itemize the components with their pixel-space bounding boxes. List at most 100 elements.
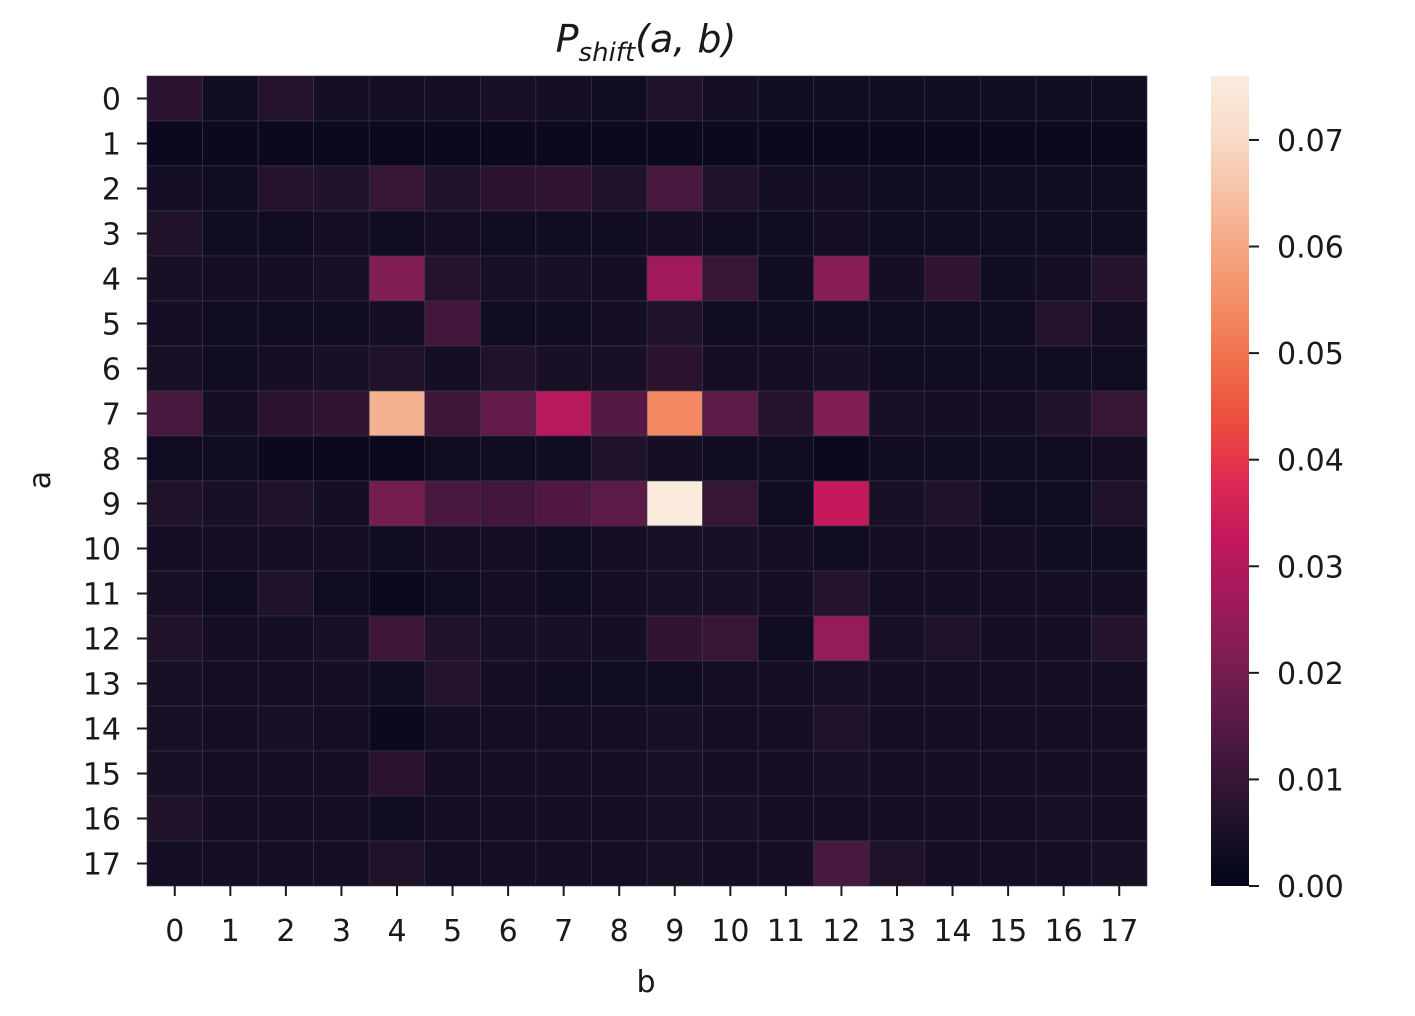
heatmap-cell [702, 435, 759, 482]
heatmap-cell [702, 660, 759, 707]
heatmap-cell [313, 480, 370, 527]
heatmap-cell [980, 570, 1037, 617]
heatmap-cell [368, 390, 426, 437]
heatmap-cell [591, 75, 648, 122]
heatmap-cell [146, 840, 203, 887]
heatmap-cell [980, 255, 1037, 302]
heatmap-cell [535, 300, 592, 347]
heatmap-cell [1035, 300, 1092, 347]
heatmap-cell [924, 660, 981, 707]
heatmap-cell [813, 660, 870, 707]
heatmap-cell [368, 705, 426, 752]
heatmap-cell [868, 615, 926, 662]
heatmap-cell [368, 570, 426, 617]
x-tick-label: 15 [989, 914, 1027, 949]
heatmap-cell [757, 120, 814, 167]
heatmap-cell [202, 615, 259, 662]
heatmap-cell [535, 255, 592, 302]
heatmap-cell [813, 840, 870, 887]
heatmap-cell [924, 435, 981, 482]
heatmap-cell [202, 120, 259, 167]
colorbar-ticks: 0.00 0.01 0.02 0.03 0.04 0.05 0.06 0.07 [1249, 124, 1344, 905]
heatmap-cell [202, 705, 259, 752]
heatmap-cell [257, 615, 314, 662]
x-tick-label: 16 [1045, 914, 1083, 949]
heatmap-cell [646, 210, 703, 257]
heatmap-cell [702, 840, 759, 887]
heatmap-cell [646, 840, 703, 887]
heatmap-cell [368, 660, 426, 707]
x-tick-label: 11 [767, 914, 805, 949]
heatmap-cell [1091, 210, 1148, 257]
heatmap-cell [924, 795, 981, 842]
heatmap-cell [702, 390, 759, 437]
heatmap-cell [757, 840, 814, 887]
heatmap-cell [1035, 390, 1092, 437]
heatmap-cell [646, 435, 703, 482]
x-tick-label: 1 [221, 914, 240, 949]
heatmap-cell [535, 705, 592, 752]
y-tick-label: 12 [83, 623, 121, 658]
heatmap-cell [646, 75, 703, 122]
y-tick-label: 9 [102, 488, 121, 523]
heatmap-cell [591, 615, 648, 662]
heatmap-cell [813, 75, 870, 122]
heatmap-cell [368, 120, 426, 167]
y-tick-label: 7 [102, 398, 121, 433]
heatmap-cell [257, 435, 314, 482]
heatmap-cell [424, 165, 481, 212]
heatmap-cell [702, 705, 759, 752]
y-tick-label: 13 [83, 668, 121, 703]
heatmap-cell [424, 210, 481, 257]
heatmap-cell [813, 705, 870, 752]
heatmap-cell [368, 525, 426, 572]
heatmap-cell [702, 165, 759, 212]
heatmap-cell [980, 660, 1037, 707]
heatmap-cell [257, 120, 314, 167]
heatmap-cell [424, 660, 481, 707]
heatmap-cell [313, 615, 370, 662]
heatmap-cell [591, 750, 648, 797]
heatmap-cell [257, 390, 314, 437]
heatmap-cell [1035, 660, 1092, 707]
heatmap-cell [313, 660, 370, 707]
heatmap-cell [924, 210, 981, 257]
heatmap-cell [980, 480, 1037, 527]
y-tick-label: 1 [102, 128, 121, 163]
y-tick-label: 15 [83, 758, 121, 793]
x-tick-label: 14 [933, 914, 971, 949]
heatmap-cell [202, 750, 259, 797]
heatmap-cell [257, 300, 314, 347]
heatmap-cell [146, 345, 203, 392]
heatmap-cell [757, 705, 814, 752]
heatmap-cell [480, 165, 537, 212]
heatmap-cell [646, 705, 703, 752]
colorbar-tick-label: 0.07 [1277, 124, 1344, 159]
heatmap-cell [1035, 255, 1092, 302]
colorbar [1211, 76, 1249, 886]
heatmap-cell [1091, 345, 1148, 392]
heatmap-cell [535, 840, 592, 887]
x-tick-label: 2 [276, 914, 295, 949]
heatmap-cell [980, 345, 1037, 392]
heatmap-cell [757, 795, 814, 842]
heatmap-cell [480, 390, 537, 437]
heatmap-cell [868, 570, 926, 617]
heatmap-cell [980, 840, 1037, 887]
heatmap-cell [257, 795, 314, 842]
heatmap-cell [257, 525, 314, 572]
heatmap-cell [368, 435, 426, 482]
heatmap-cell [535, 165, 592, 212]
y-tick-label: 5 [102, 308, 121, 343]
heatmap-cell [146, 750, 203, 797]
heatmap-cell [868, 750, 926, 797]
heatmap-cell [202, 795, 259, 842]
heatmap-cell [368, 210, 426, 257]
heatmap-cell [924, 705, 981, 752]
y-tick-label: 3 [102, 218, 121, 253]
heatmap-cell [1091, 300, 1148, 347]
heatmap-cell [646, 300, 703, 347]
heatmap-cell [702, 750, 759, 797]
heatmap-cell [202, 75, 259, 122]
